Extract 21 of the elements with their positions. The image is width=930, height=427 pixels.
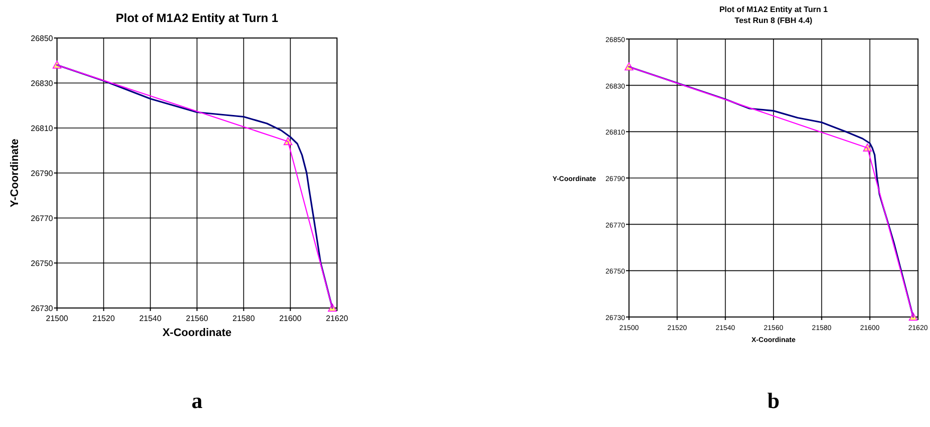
y-tick-label: 26850 xyxy=(30,34,54,43)
x-tick-label: 21620 xyxy=(326,314,349,323)
x-tick-label: 21500 xyxy=(46,314,69,323)
y-tick-label: 26730 xyxy=(30,304,54,313)
chart-title: Plot of M1A2 Entity at Turn 1 xyxy=(719,5,828,14)
chart-subtitle: Test Run 8 (FBH 4.4) xyxy=(734,16,813,25)
x-tick-label: 21520 xyxy=(92,314,116,323)
x-tick-label: 21600 xyxy=(279,314,302,323)
x-tick-label: 21560 xyxy=(186,314,209,323)
y-tick-label: 26770 xyxy=(30,214,54,223)
y-tick-label: 26810 xyxy=(30,124,54,133)
chart-title: Plot of M1A2 Entity at Turn 1 xyxy=(116,11,279,25)
text: b xyxy=(767,388,780,413)
y-tick-label: 26750 xyxy=(30,259,54,268)
x-tick-label: 21540 xyxy=(139,314,162,323)
x-tick-label: 21580 xyxy=(232,314,256,323)
y-axis-title: Y-Coordinate xyxy=(9,138,21,208)
y-tick-label: 26790 xyxy=(30,169,54,178)
x-axis-title: X-Coordinate xyxy=(162,327,232,339)
text: a xyxy=(192,388,202,413)
y-tick-label: 26830 xyxy=(30,79,54,88)
